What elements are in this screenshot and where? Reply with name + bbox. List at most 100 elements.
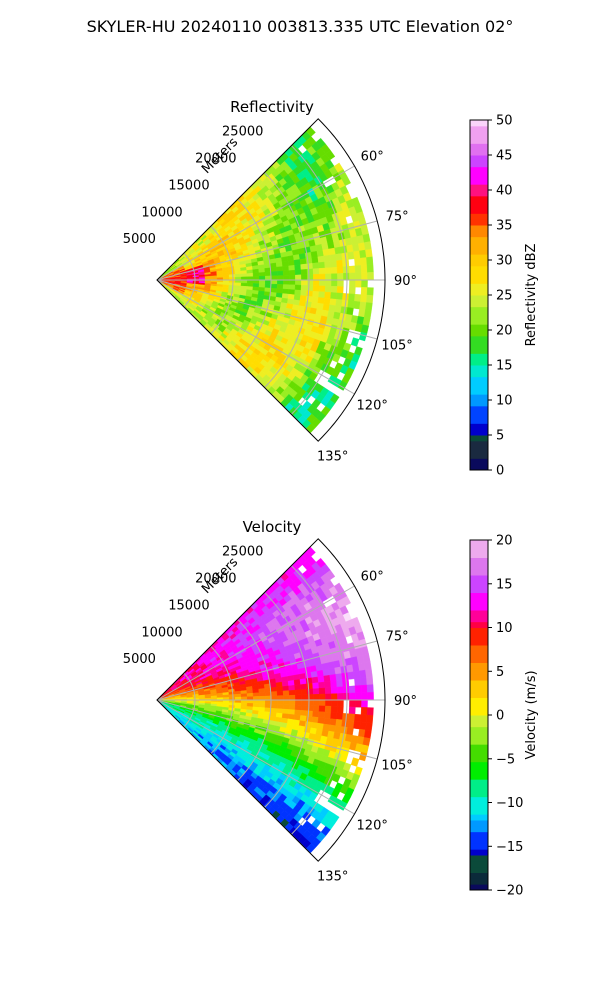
colorbar-segment [470, 569, 488, 576]
colorbar-segment [470, 592, 488, 599]
colorbar-segment [470, 225, 488, 232]
colorbar-segment [470, 610, 488, 617]
reflectivity-grid [156, 118, 386, 442]
radar-gate-cell [353, 250, 361, 260]
radar-gate-cell [353, 720, 361, 730]
colorbar-segment [470, 860, 488, 868]
colorbar-segment [470, 207, 488, 214]
radar-gate-cell [282, 270, 290, 276]
radar-gate-cell [264, 275, 272, 281]
colorbar-segment [470, 615, 488, 623]
radar-gate-cell [337, 699, 344, 707]
radar-gate-cell [288, 284, 296, 291]
radar-gate-cell [349, 272, 356, 281]
radar-gate-cell [277, 279, 284, 285]
colorbar-segment [470, 446, 488, 453]
radar-gate-cell [228, 274, 236, 278]
colorbar-segment [470, 277, 488, 284]
radar-gate-cell [300, 284, 308, 291]
radar-gate-cell [270, 699, 278, 705]
colorbar-segment [470, 295, 488, 302]
radar-gate-cell [325, 699, 332, 707]
radar-gate-cell [270, 703, 278, 709]
radar-gate-cell [270, 275, 278, 281]
radar-gate-cell [283, 699, 290, 705]
colorbar-segment [470, 650, 488, 658]
radar-gate-cell [287, 680, 295, 687]
radar-gate-cell [365, 302, 373, 312]
radar-gate-cell [270, 691, 278, 697]
radar-gate-cell [294, 264, 302, 271]
radar-gate-cell [288, 709, 296, 716]
colorbar-segment [470, 289, 488, 296]
colorbar-segment [470, 790, 488, 798]
azimuth-tick-label: 120° [357, 398, 388, 413]
radar-gate-cell [318, 705, 326, 713]
colorbar-segment [470, 242, 488, 249]
radar-gate-cell [331, 279, 338, 287]
radar-gate-cell [358, 751, 368, 762]
radar-gate-cell [270, 283, 278, 289]
radar-gate-cell [293, 259, 301, 266]
radar-gate-cell [330, 292, 338, 300]
radar-gate-cell [334, 666, 342, 675]
radar-gate-cell [336, 712, 344, 721]
radar-gate-cell [298, 673, 307, 680]
radar-gate-cell [363, 661, 372, 671]
colorbar-segment [470, 551, 488, 558]
azimuth-tick-label: 90° [394, 274, 417, 289]
radar-gate-cell [252, 276, 260, 281]
radar-gate-cell [252, 688, 260, 694]
velocity-colorbar: −20 −15 −10 −5 0 5 10 15 20 Velocity (m/s) [469, 534, 539, 899]
radar-gate-cell [322, 668, 330, 677]
radial-tick-label: 15000 [168, 598, 209, 613]
colorbar-segment [470, 300, 488, 308]
colorbar-tick-label: 40 [496, 184, 513, 199]
radar-gate-cell [258, 703, 266, 708]
radar-gate-cell [366, 264, 374, 273]
colorbar-segment [470, 639, 488, 646]
colorbar-segment [470, 709, 488, 716]
radar-gate-cell [322, 248, 330, 257]
colorbar-segment [470, 726, 488, 733]
colorbar-segment [470, 808, 488, 815]
radar-gate-cell [324, 291, 332, 299]
colorbar-segment [470, 825, 488, 833]
radar-gate-cell [270, 266, 278, 273]
radar-gate-cell [348, 293, 356, 302]
radar-gate-cell [365, 722, 373, 732]
radar-gate-cell [300, 704, 308, 711]
colorbar-segment [470, 376, 488, 383]
radar-gate-cell [349, 692, 356, 701]
radar-gate-cell [277, 275, 284, 281]
radar-gate-cell [275, 681, 283, 688]
radar-gate-cell [252, 703, 260, 708]
radar-gate-cell [294, 704, 302, 711]
radar-gate-cell [282, 685, 290, 692]
colorbar-segment [470, 125, 488, 133]
radar-gate-cell [316, 669, 325, 678]
radar-gate-cell [234, 273, 242, 278]
colorbar-segment [470, 324, 488, 331]
azimuth-tick-label: 75° [386, 210, 409, 225]
radar-gate-cell [288, 269, 296, 276]
radar-gate-cell [354, 713, 362, 723]
radar-gate-cell [325, 273, 332, 281]
colorbar-segment [470, 855, 488, 862]
colorbar-segment [470, 779, 488, 786]
radar-gate-cell [300, 683, 308, 690]
radar-gate-cell [252, 699, 260, 704]
radar-gate-cell [276, 686, 284, 692]
radar-gate-cell [348, 286, 356, 295]
colorbar-segment [470, 213, 488, 220]
colorbar-segment [470, 160, 488, 168]
colorbar-segment [470, 201, 488, 208]
azimuth-gridline [156, 165, 355, 281]
radar-gate-cell [336, 266, 344, 274]
colorbar-tick-label: 45 [496, 149, 513, 164]
radar-gate-cell [270, 271, 278, 277]
radar-gate-cell [307, 279, 314, 286]
radar-gate-cell [313, 273, 320, 281]
